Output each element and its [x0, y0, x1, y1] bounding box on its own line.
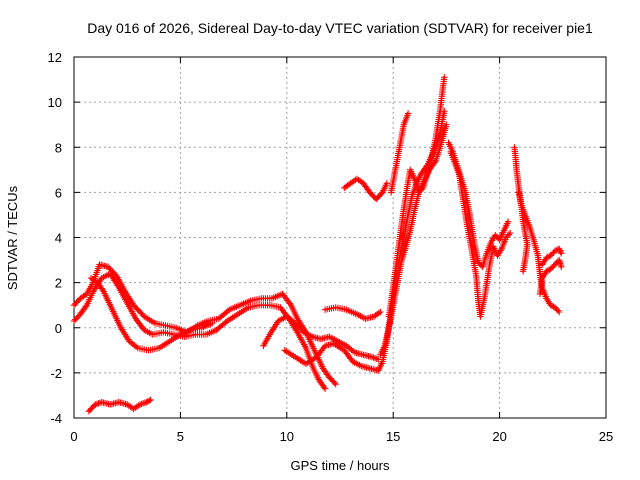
plus-point: [548, 264, 556, 271]
y-tick-label: -4: [50, 411, 62, 426]
plus-point: [133, 304, 140, 312]
plus-point: [548, 250, 556, 258]
series-track-15: [536, 256, 565, 298]
plus-point: [106, 265, 113, 272]
plus-point: [320, 384, 328, 391]
plus-point: [557, 248, 564, 255]
plus-point: [548, 302, 556, 310]
y-tick-label: 8: [55, 140, 62, 155]
x-tick-label: 10: [280, 429, 294, 444]
x-tick-label: 25: [599, 429, 613, 444]
plus-point: [332, 381, 339, 388]
plus-point: [131, 303, 139, 310]
plus-point: [82, 303, 89, 310]
y-tick-label: 10: [48, 95, 62, 110]
grid-lines: [74, 57, 606, 418]
plus-point: [296, 324, 303, 331]
plus-point: [146, 397, 153, 404]
plus-point: [558, 250, 565, 257]
plus-point: [547, 265, 554, 273]
series-track-3: [87, 274, 216, 354]
plus-point: [556, 245, 563, 252]
plus-point: [209, 320, 216, 327]
plus-point: [476, 260, 483, 267]
plus-point: [558, 263, 565, 270]
plus-point: [137, 309, 144, 316]
plus-point: [415, 189, 422, 196]
plus-point: [404, 110, 412, 117]
series-track-4: [260, 313, 382, 363]
plus-point: [505, 231, 512, 238]
y-tick-label: 4: [55, 231, 62, 246]
plus-point: [551, 304, 559, 311]
plus-point: [504, 218, 512, 225]
plus-point: [224, 307, 231, 315]
y-axis-label: SDTVAR / TECUs: [5, 185, 20, 290]
plus-point: [107, 266, 115, 273]
plus-point: [135, 307, 143, 314]
plus-point: [556, 247, 564, 254]
series-track-9: [387, 110, 412, 196]
plus-point: [554, 307, 561, 314]
plus-point: [418, 186, 425, 193]
plus-point: [292, 320, 299, 327]
plus-point: [441, 74, 448, 81]
plus-point: [507, 229, 514, 237]
plus-point: [321, 385, 329, 392]
plus-point: [556, 308, 563, 316]
series-track-17: [85, 396, 154, 415]
plus-point: [383, 180, 390, 187]
plus-point: [443, 121, 450, 128]
series-track-12: [447, 148, 514, 320]
series-track-7: [385, 74, 448, 320]
chart-title: Day 016 of 2026, Sidereal Day-to-day VTE…: [87, 20, 593, 36]
plus-point: [547, 302, 554, 309]
series-track-8: [341, 175, 390, 203]
plus-point: [551, 247, 559, 255]
x-tick-label: 20: [492, 429, 506, 444]
plus-point: [297, 326, 305, 333]
axis-ticks: 0 5 10 15 20 25 -4 -2 0 2 4 6 8 10 12: [48, 50, 614, 444]
x-tick-label: 15: [386, 429, 400, 444]
plus-point: [475, 259, 482, 266]
plus-point: [547, 252, 554, 259]
plus-point: [417, 187, 424, 195]
plus-point: [99, 286, 106, 294]
series-track-10: [321, 304, 384, 322]
y-tick-label: 0: [55, 321, 62, 336]
plus-point: [222, 319, 229, 326]
y-tick-label: -2: [50, 366, 62, 381]
plus-point: [492, 232, 499, 239]
plus-point: [104, 263, 112, 270]
series-track-14: [515, 189, 563, 316]
plus-point: [544, 267, 551, 274]
y-tick-label: 6: [55, 185, 62, 200]
plus-point: [504, 232, 511, 240]
plus-point: [293, 321, 300, 328]
series-track-16: [539, 245, 565, 268]
plus-point: [543, 254, 550, 261]
y-tick-label: 12: [48, 50, 62, 65]
plus-point: [143, 399, 150, 406]
data-series: [70, 74, 565, 415]
y-tick-label: 2: [55, 276, 62, 291]
plus-point: [331, 379, 338, 386]
x-tick-label: 0: [70, 429, 77, 444]
plus-point: [550, 262, 557, 270]
plus-point: [377, 308, 384, 316]
plus-point: [502, 234, 510, 241]
plus-point: [543, 268, 550, 275]
plus-point: [551, 261, 559, 268]
plus-point: [147, 396, 154, 404]
x-axis-label: GPS time / hours: [291, 458, 390, 473]
x-tick-label: 5: [177, 429, 184, 444]
plus-point: [519, 268, 527, 275]
